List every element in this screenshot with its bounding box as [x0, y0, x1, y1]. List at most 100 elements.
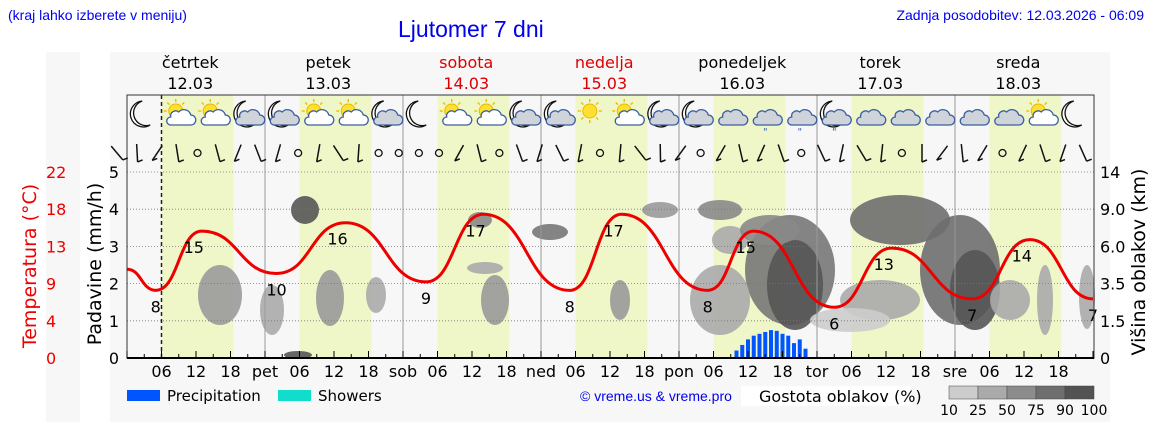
svg-text:3.5: 3.5: [1100, 275, 1125, 294]
svg-text:4: 4: [109, 200, 119, 219]
sun-cloud-icon: [301, 99, 335, 126]
calm-icon: [434, 148, 444, 158]
region-hint[interactable]: (kraj lahko izberete v meniju): [8, 7, 187, 23]
wind-barb-icon: [315, 144, 321, 162]
svg-text:18: 18: [910, 362, 930, 381]
precip-bar: [780, 333, 785, 358]
precip-bar: [757, 333, 762, 358]
svg-text:3: 3: [109, 237, 119, 256]
svg-text:18: 18: [496, 362, 516, 381]
svg-text:9.0: 9.0: [1100, 200, 1125, 219]
sun-cloud-icon: [163, 99, 197, 126]
svg-text:12: 12: [324, 362, 344, 381]
temp-label: 6: [829, 314, 839, 333]
svg-text:18: 18: [358, 362, 378, 381]
svg-text:06: 06: [565, 362, 585, 381]
svg-text:0: 0: [109, 349, 119, 368]
calm-icon: [696, 148, 705, 158]
svg-text:12: 12: [876, 362, 896, 381]
svg-text:06: 06: [289, 362, 309, 381]
cloud-icon: [959, 109, 990, 126]
sun-cloud-icon: [1026, 99, 1059, 126]
wind-barb-icon: [960, 143, 964, 163]
svg-text:6.0: 6.0: [1100, 237, 1125, 256]
calm-icon: [595, 148, 605, 158]
moon-icon: [129, 100, 151, 128]
moon-icon: [1061, 100, 1083, 128]
temp-label: 8: [565, 297, 575, 316]
svg-text:14: 14: [1100, 163, 1120, 182]
svg-text:Precipitation: Precipitation: [167, 387, 261, 405]
wind-barb-icon: [838, 144, 845, 162]
svg-text:9: 9: [46, 275, 56, 294]
svg-text:06: 06: [703, 362, 723, 381]
wind-barb-icon: [151, 145, 163, 161]
wind-barb-icon: [777, 144, 785, 162]
wind-barb-icon: [715, 144, 726, 162]
moon-cloud-icon: [681, 100, 714, 128]
day-date: 12.03: [167, 74, 213, 93]
grid-lines: [127, 95, 1094, 358]
credit-link[interactable]: © vreme.us & vreme.pro: [580, 388, 732, 404]
moon-cloud-icon: [233, 100, 266, 128]
sun-cloud-icon: [439, 99, 473, 126]
svg-text:": ": [763, 127, 768, 138]
cloud-rain-icon: ": [752, 109, 783, 138]
cloud-icon: [994, 109, 1025, 126]
svg-text:2: 2: [109, 275, 119, 294]
cloud-density-swatch: [1006, 385, 1037, 400]
day-name: četrtek: [162, 53, 220, 72]
day-name: torek: [860, 53, 902, 72]
precip-bar: [774, 330, 779, 358]
calm-icon: [394, 148, 403, 158]
svg-text:18: 18: [772, 362, 792, 381]
day-date: 18.03: [995, 74, 1041, 93]
wind-barb-icon: [674, 145, 687, 161]
svg-text:50: 50: [998, 403, 1016, 419]
wind-barb-icon: [274, 144, 282, 162]
svg-text:4: 4: [46, 312, 56, 331]
wind-barb-icon: [536, 144, 543, 162]
calm-icon: [374, 148, 383, 158]
cloud-rain-icon: ": [787, 109, 818, 138]
temp-label: 16: [327, 230, 347, 249]
calm-icon: [193, 148, 202, 158]
cloud-density-swatch: [977, 385, 1008, 400]
wind-barb-icon: [1078, 144, 1088, 162]
wind-barb-icon: [110, 145, 124, 161]
temp-label: 9: [421, 289, 431, 308]
wind-barb-icon: [555, 144, 565, 162]
svg-text:22: 22: [46, 163, 66, 182]
temperature-line: [126, 212, 1094, 309]
svg-text:06: 06: [427, 362, 447, 381]
moon-cloud-rain-icon: ": [819, 100, 852, 138]
calm-icon: [998, 148, 1007, 158]
svg-text:1.5: 1.5: [1100, 312, 1125, 331]
wind-barb-icon: [175, 143, 180, 163]
wind-barb-icon: [135, 143, 139, 163]
temp-axis-panel: [46, 52, 80, 422]
calm-icon: [293, 148, 303, 158]
precipitation-swatch: [127, 390, 160, 401]
wind-barb-icon: [634, 145, 647, 161]
day-name: sreda: [996, 53, 1040, 72]
svg-text:pet: pet: [252, 362, 278, 381]
temp-label: 13: [874, 255, 894, 274]
temp-label: 15: [736, 238, 756, 257]
wind-barb-icon: [233, 144, 242, 162]
svg-text:12: 12: [462, 362, 482, 381]
wind-barb-icon: [1039, 144, 1047, 162]
wind-barb-icon: [756, 144, 766, 162]
showers-swatch: [278, 390, 311, 401]
daylight-band: [575, 95, 648, 358]
svg-text:5: 5: [109, 163, 119, 182]
svg-text:18: 18: [1048, 362, 1068, 381]
wind-barb-icon: [332, 145, 344, 161]
svg-text:12: 12: [738, 362, 758, 381]
moon-cloud-icon: [647, 100, 680, 128]
svg-text:12: 12: [1014, 362, 1034, 381]
precip-axis-label: Padavine (mm/h): [84, 183, 106, 346]
calm-icon: [414, 148, 424, 158]
calm-icon: [797, 148, 806, 158]
